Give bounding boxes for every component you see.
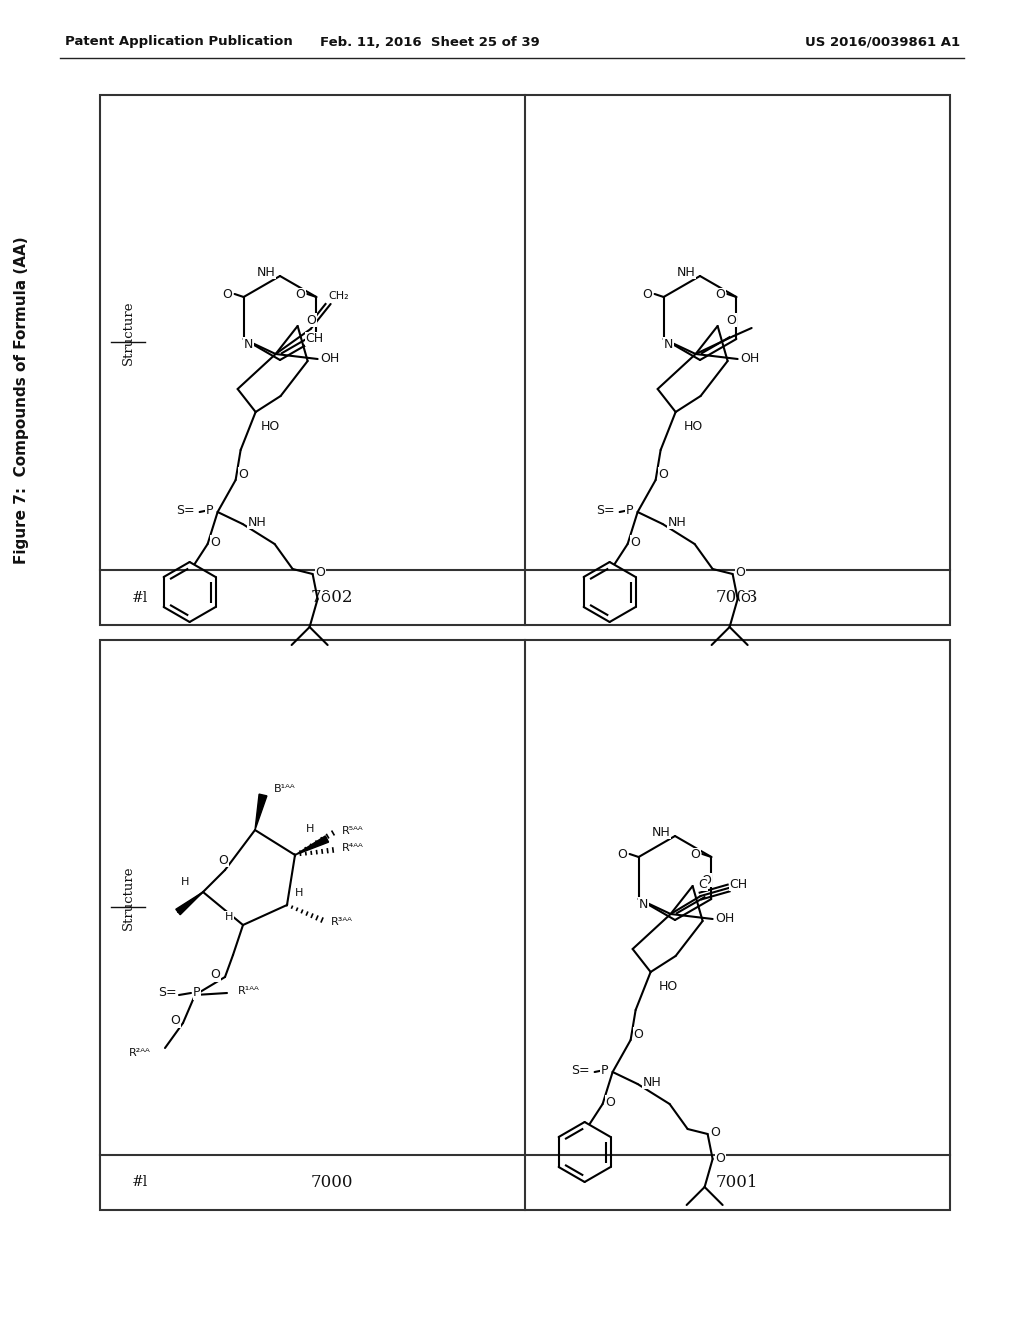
Text: O: O	[711, 1126, 721, 1138]
Text: O: O	[631, 536, 641, 549]
Text: O: O	[740, 593, 751, 606]
Text: P: P	[206, 503, 213, 516]
Text: B¹ᴬᴬ: B¹ᴬᴬ	[274, 784, 296, 795]
Text: S=: S=	[158, 986, 176, 999]
Text: P: P	[194, 986, 201, 999]
Text: O: O	[307, 314, 316, 326]
Text: R¹ᴬᴬ: R¹ᴬᴬ	[239, 986, 260, 997]
Text: O: O	[239, 467, 249, 480]
Text: O: O	[321, 593, 331, 606]
Polygon shape	[295, 836, 329, 855]
Text: S=: S=	[176, 503, 195, 516]
Text: 7003: 7003	[716, 589, 758, 606]
Text: O: O	[296, 289, 305, 301]
Text: P: P	[601, 1064, 608, 1077]
Text: H: H	[306, 824, 314, 834]
Text: O: O	[210, 969, 220, 982]
Text: O: O	[617, 849, 628, 862]
Text: OH: OH	[740, 352, 759, 366]
Text: OH: OH	[321, 352, 339, 366]
Text: O: O	[211, 536, 220, 549]
Text: HO: HO	[261, 420, 281, 433]
Text: H: H	[295, 888, 303, 898]
Text: NH: NH	[257, 265, 275, 279]
Text: Structure: Structure	[122, 300, 134, 364]
Text: O: O	[701, 874, 712, 887]
Text: NH: NH	[642, 1076, 662, 1089]
Text: #l: #l	[132, 1176, 148, 1189]
Polygon shape	[176, 892, 203, 915]
Text: #l: #l	[132, 590, 148, 605]
Text: O: O	[716, 289, 725, 301]
Text: HO: HO	[659, 979, 678, 993]
Text: Figure 7:  Compounds of Formula (AA): Figure 7: Compounds of Formula (AA)	[14, 236, 30, 564]
Text: CH₂: CH₂	[329, 290, 349, 301]
Bar	[100, 95, 950, 624]
Text: S=: S=	[571, 1064, 590, 1077]
Text: Structure: Structure	[122, 865, 134, 929]
Text: R⁵ᴬᴬ: R⁵ᴬᴬ	[342, 826, 364, 836]
Text: R²ᴬᴬ: R²ᴬᴬ	[129, 1048, 151, 1059]
Text: O: O	[658, 467, 669, 480]
Text: H: H	[225, 912, 233, 921]
Text: 7002: 7002	[310, 589, 353, 606]
Text: NH: NH	[247, 516, 266, 528]
Text: O: O	[222, 289, 232, 301]
Text: NH: NH	[677, 265, 695, 279]
Text: O: O	[716, 1152, 726, 1166]
Text: N: N	[639, 898, 648, 911]
Text: NH: NH	[651, 825, 671, 838]
Text: R³ᴬᴬ: R³ᴬᴬ	[331, 917, 353, 927]
Text: CH: CH	[305, 333, 324, 346]
Text: O: O	[218, 854, 228, 866]
Text: O: O	[170, 1015, 180, 1027]
Text: US 2016/0039861 A1: US 2016/0039861 A1	[805, 36, 961, 49]
Text: OH: OH	[715, 912, 734, 925]
Text: O: O	[643, 289, 652, 301]
Text: O: O	[727, 314, 736, 326]
Text: R⁴ᴬᴬ: R⁴ᴬᴬ	[342, 843, 364, 853]
Text: O: O	[735, 565, 745, 578]
Text: H: H	[181, 876, 189, 887]
Text: C: C	[698, 878, 707, 891]
Text: O: O	[690, 849, 700, 862]
Text: NH: NH	[668, 516, 686, 528]
Bar	[100, 640, 950, 1210]
Text: O: O	[315, 565, 326, 578]
Text: Patent Application Publication: Patent Application Publication	[65, 36, 293, 49]
Text: S=: S=	[596, 503, 615, 516]
Text: HO: HO	[684, 420, 703, 433]
Text: CH: CH	[729, 878, 748, 891]
Text: Feb. 11, 2016  Sheet 25 of 39: Feb. 11, 2016 Sheet 25 of 39	[321, 36, 540, 49]
Text: 7000: 7000	[310, 1173, 353, 1191]
Text: N: N	[664, 338, 674, 351]
Polygon shape	[255, 795, 267, 830]
Text: N: N	[244, 338, 253, 351]
Text: O: O	[605, 1096, 615, 1109]
Text: O: O	[634, 1027, 643, 1040]
Text: 7001: 7001	[716, 1173, 758, 1191]
Text: P: P	[626, 503, 634, 516]
